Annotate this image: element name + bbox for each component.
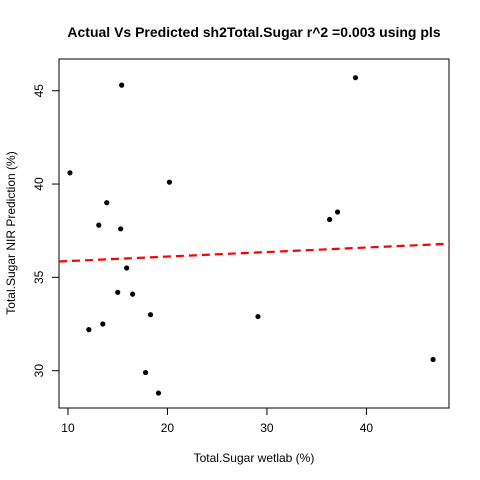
data-point: [327, 216, 333, 223]
data-point: [100, 321, 106, 327]
x-tick-label: 40: [360, 421, 374, 435]
y-tick-label: 45: [32, 84, 46, 98]
data-point: [255, 313, 261, 320]
x-tick-label: 30: [260, 421, 274, 435]
data-point: [119, 82, 125, 88]
data-point: [430, 356, 436, 363]
regression-line: [58, 242, 450, 263]
data-point: [86, 327, 92, 333]
points-layer: [67, 75, 436, 396]
x-tick-label: 10: [61, 421, 75, 435]
data-point: [96, 222, 102, 228]
x-axis: 10 20 30 40: [61, 407, 374, 435]
y-tick-label: 35: [32, 270, 46, 284]
data-point: [67, 170, 73, 176]
data-point: [166, 179, 173, 185]
fit-line-layer: [58, 242, 450, 263]
data-point: [104, 200, 110, 206]
y-axis-label: Total.Sugar NIR Prediction (%): [4, 151, 18, 314]
plot-frame: [58, 58, 450, 409]
data-point: [334, 209, 341, 215]
x-tick-label: 20: [161, 421, 175, 435]
data-point: [130, 291, 136, 297]
data-point: [147, 312, 154, 318]
y-tick-label: 40: [32, 177, 46, 191]
y-tick-label: 30: [32, 364, 46, 378]
data-point: [352, 75, 359, 81]
data-point: [118, 226, 124, 232]
data-point: [142, 369, 149, 376]
data-point: [115, 289, 121, 295]
y-axis: 30 35 40 45: [32, 84, 60, 378]
x-axis-label: Total.Sugar wetlab (%): [194, 451, 315, 465]
chart-title: Actual Vs Predicted sh2Total.Sugar r^2 =…: [67, 24, 440, 40]
data-point: [155, 390, 162, 396]
data-point: [124, 265, 130, 271]
